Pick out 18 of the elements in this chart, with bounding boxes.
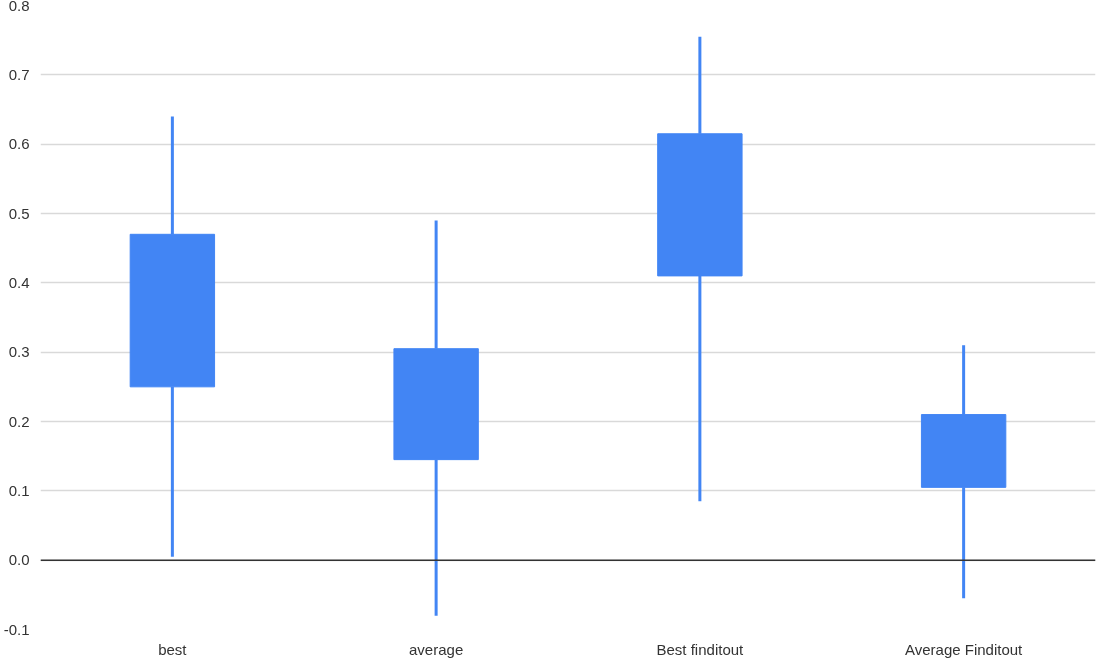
candlestick: [920, 345, 1007, 599]
x-tick-label: Best finditout: [656, 640, 745, 658]
y-tick-label: -0.1: [3, 620, 30, 638]
x-tick-label: average: [409, 640, 464, 658]
y-tick-label: 0.6: [8, 135, 30, 153]
y-tick-label: 0.2: [8, 412, 30, 430]
y-tick-label: 0.5: [8, 204, 30, 222]
y-tick-label: 0.7: [8, 65, 30, 83]
x-tick-label: Average Finditout: [904, 640, 1024, 658]
y-tick-label: 0.4: [8, 273, 30, 291]
y-tick-label: 0.1: [8, 481, 30, 499]
y-tick-label: 0.0: [8, 551, 30, 569]
y-tick-label: 0.8: [8, 0, 30, 14]
x-tick-label: best: [158, 640, 188, 658]
candlestick: [657, 36, 743, 503]
y-tick-label: 0.3: [8, 343, 30, 361]
candlestick: [129, 116, 216, 557]
candlestick: [393, 220, 479, 616]
